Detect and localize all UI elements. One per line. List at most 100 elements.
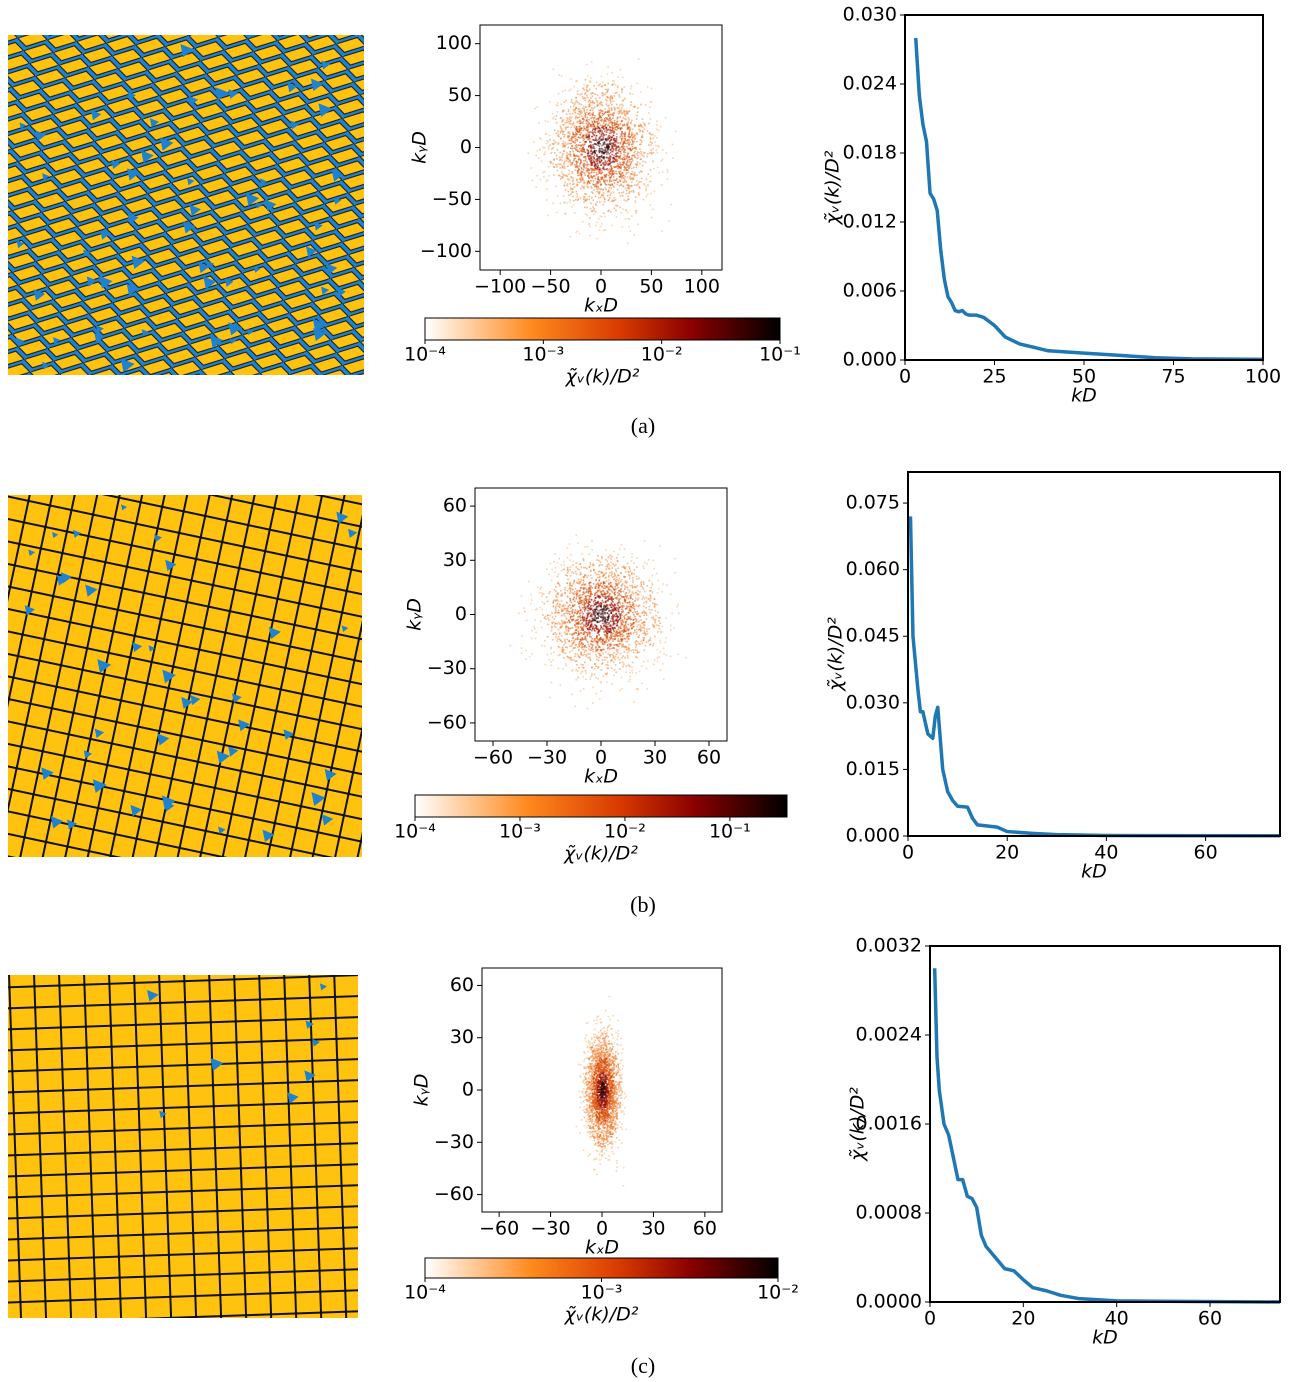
density-dot — [645, 195, 648, 198]
density-dot — [584, 151, 587, 154]
density-dot — [570, 98, 573, 101]
density-dot — [591, 646, 593, 648]
density-dot — [631, 623, 633, 626]
density-dot — [604, 148, 607, 151]
density-dot — [573, 579, 576, 582]
density-dot — [635, 163, 638, 165]
density-dot — [627, 141, 629, 144]
density-dot — [597, 138, 600, 141]
density-dot — [596, 94, 599, 96]
density-dot — [631, 604, 634, 606]
density-dot — [632, 178, 634, 181]
density-dot — [595, 625, 598, 628]
density-dot — [582, 664, 584, 666]
density-dot — [609, 634, 612, 637]
density-dot — [609, 572, 611, 574]
density-dot — [572, 159, 575, 162]
density-dot — [642, 581, 645, 583]
density-dot — [634, 201, 637, 204]
density-dot — [574, 101, 577, 104]
density-dot — [635, 210, 638, 213]
density-dot — [631, 133, 633, 136]
gap — [24, 605, 36, 616]
density-dot — [571, 627, 573, 629]
density-dot — [604, 629, 607, 632]
density-dot — [598, 159, 600, 162]
density-dot — [566, 572, 569, 574]
density-dot — [582, 623, 585, 626]
density-dot — [588, 138, 591, 140]
density-dot — [553, 589, 556, 591]
density-dot — [622, 185, 624, 187]
density-dot — [611, 184, 614, 186]
density-dot — [580, 172, 582, 175]
density-dot — [583, 127, 585, 130]
density-dot — [659, 669, 662, 671]
density-dot — [591, 109, 594, 112]
density-dot — [613, 644, 616, 646]
density-dot — [590, 599, 593, 601]
density-dot — [643, 540, 646, 542]
density-dot — [622, 156, 625, 159]
density-dot — [592, 583, 595, 585]
density-dot — [610, 643, 613, 646]
density-dot — [563, 657, 565, 659]
density-dot — [601, 112, 604, 115]
density-dot — [582, 625, 585, 628]
density-dot — [581, 616, 584, 619]
density-dot — [653, 602, 656, 605]
density-dot — [605, 1142, 607, 1144]
density-dot — [620, 145, 623, 148]
density-dot — [585, 88, 588, 91]
density-dot — [622, 1184, 625, 1187]
density-dot — [612, 601, 614, 603]
density-dot — [614, 122, 616, 124]
density-dot — [642, 198, 645, 201]
density-dot — [614, 199, 617, 201]
density-dot — [587, 100, 590, 103]
density-dot — [624, 139, 626, 141]
density-dot — [642, 621, 644, 624]
density-dot — [604, 573, 606, 575]
density-dot — [605, 681, 608, 683]
density-dot — [626, 629, 628, 631]
density-dot — [600, 159, 603, 162]
density-dot — [586, 152, 589, 155]
gap — [205, 260, 215, 269]
density-dot — [617, 142, 619, 144]
density-dot — [604, 151, 607, 154]
density-dot — [588, 123, 590, 125]
density-dot — [608, 593, 611, 596]
density-dot — [603, 1062, 606, 1064]
density-dot — [614, 664, 617, 666]
density-dot — [620, 111, 623, 113]
density-dot — [597, 613, 600, 615]
density-dot — [594, 185, 596, 188]
density-dot — [604, 183, 607, 186]
density-dot — [567, 605, 570, 608]
density-dot — [578, 103, 581, 105]
colorbar-label: χ̃ᵥ(k)/D² — [563, 843, 638, 865]
density-dot — [604, 160, 607, 162]
density-dot — [595, 163, 598, 165]
density-dot — [643, 583, 645, 585]
density-dot — [585, 199, 588, 202]
density-dot — [569, 566, 572, 568]
density-dot — [631, 215, 633, 217]
density-dot — [591, 577, 593, 579]
density-dot — [585, 106, 587, 108]
density-dot — [624, 142, 627, 144]
density-dot — [643, 597, 646, 600]
density-dot — [606, 99, 608, 102]
density-dot — [605, 183, 608, 186]
density-dot — [595, 602, 597, 604]
density-dot — [641, 622, 643, 625]
density-dot — [634, 592, 637, 594]
density-dot — [593, 156, 595, 158]
density-dot — [605, 129, 608, 132]
density-dot — [572, 560, 574, 563]
density-dot — [635, 672, 637, 674]
density-dot — [576, 146, 578, 149]
density-dot — [577, 595, 580, 597]
density-dot — [599, 609, 601, 611]
